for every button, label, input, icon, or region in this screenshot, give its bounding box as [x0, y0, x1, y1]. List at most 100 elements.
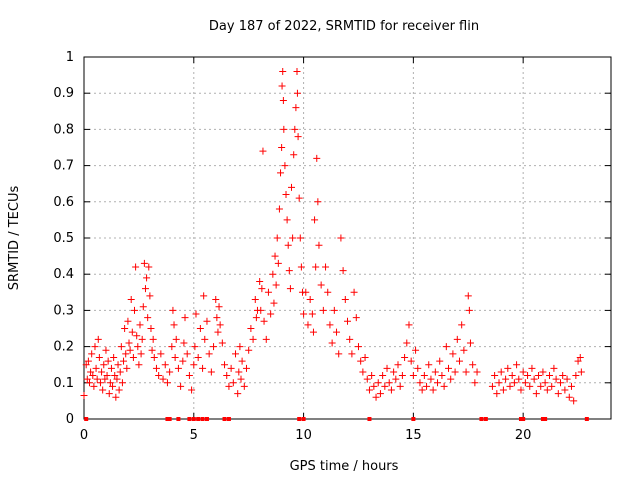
data-point: [518, 417, 523, 421]
data-point: [229, 379, 237, 387]
grid-lines: [84, 57, 611, 419]
data-point: [517, 386, 525, 394]
data-point: [493, 390, 501, 398]
data-point: [394, 361, 402, 369]
data-point: [205, 350, 213, 358]
data-point: [83, 375, 91, 383]
data-point: [370, 382, 378, 390]
data-point: [113, 375, 121, 383]
data-point: [218, 339, 226, 347]
data-point: [260, 317, 268, 325]
data-point: [368, 372, 376, 380]
data-point: [203, 317, 211, 325]
data-point: [106, 379, 114, 387]
data-point: [352, 314, 360, 322]
data-point: [146, 292, 154, 300]
data-point: [117, 343, 125, 351]
data-point: [409, 372, 417, 380]
data-point: [240, 382, 248, 390]
data-point: [330, 306, 338, 314]
data-point: [192, 310, 200, 318]
data-point: [508, 372, 516, 380]
data-point: [132, 263, 140, 271]
data-point: [540, 417, 545, 421]
data-point: [141, 285, 149, 293]
data-point: [91, 343, 99, 351]
data-point: [110, 353, 118, 361]
data-point: [127, 296, 135, 304]
data-point: [271, 252, 279, 260]
data-point: [225, 382, 233, 390]
data-point: [103, 372, 111, 380]
data-point: [574, 357, 582, 365]
data-point: [116, 368, 124, 376]
data-point: [365, 386, 373, 394]
data-point: [431, 368, 439, 376]
data-point: [227, 364, 235, 372]
data-point: [278, 144, 286, 151]
data-point: [462, 368, 470, 376]
data-point: [267, 310, 275, 318]
data-point: [309, 328, 317, 336]
data-point: [123, 364, 131, 372]
data-point: [242, 364, 250, 372]
data-point: [102, 346, 110, 354]
data-point: [85, 379, 93, 387]
axis-ticks: 00.10.20.30.40.50.60.70.80.910 5 10 15 20: [53, 50, 611, 443]
data-point: [196, 417, 201, 421]
data-point: [390, 368, 398, 376]
data-point: [289, 234, 297, 242]
data-point: [89, 372, 97, 380]
data-point: [96, 379, 104, 387]
data-point: [136, 321, 144, 329]
data-point: [152, 364, 160, 372]
data-point: [252, 314, 260, 322]
data-point: [262, 335, 270, 343]
data-point: [301, 417, 306, 421]
data-point: [396, 382, 404, 390]
data-point: [346, 335, 354, 343]
data-point: [247, 325, 255, 332]
data-point: [535, 372, 543, 380]
data-point: [101, 375, 109, 383]
data-point: [510, 379, 518, 387]
data-point: [473, 368, 481, 376]
data-point: [275, 205, 283, 213]
data-point: [550, 364, 558, 372]
data-point: [379, 372, 387, 380]
data-point: [234, 390, 242, 398]
data-point: [319, 306, 327, 314]
data-point: [293, 89, 301, 97]
data-point: [278, 82, 286, 90]
data-point: [491, 372, 499, 380]
data-point: [95, 353, 103, 361]
data-point: [312, 263, 320, 271]
data-point: [576, 353, 584, 361]
data-point: [328, 339, 336, 347]
data-point: [109, 382, 117, 390]
data-point: [155, 372, 163, 380]
data-point: [150, 353, 158, 361]
data-point: [294, 133, 302, 141]
data-point: [237, 375, 245, 383]
data-point: [521, 379, 529, 387]
data-point: [238, 357, 246, 365]
data-point: [212, 296, 220, 304]
data-point: [232, 350, 240, 358]
data-point: [367, 417, 372, 421]
data-point: [174, 364, 182, 372]
data-point: [506, 382, 514, 390]
data-point: [387, 386, 395, 394]
data-point: [546, 372, 554, 380]
data-point: [385, 379, 393, 387]
data-point: [425, 361, 433, 369]
data-point: [295, 194, 303, 202]
data-point: [177, 382, 185, 390]
data-point: [543, 386, 551, 394]
data-point: [559, 372, 567, 380]
data-point: [488, 382, 496, 390]
data-point: [453, 335, 461, 343]
data-point: [411, 417, 416, 421]
data-point: [93, 375, 101, 383]
y-tick-label: 0.2: [53, 340, 74, 355]
